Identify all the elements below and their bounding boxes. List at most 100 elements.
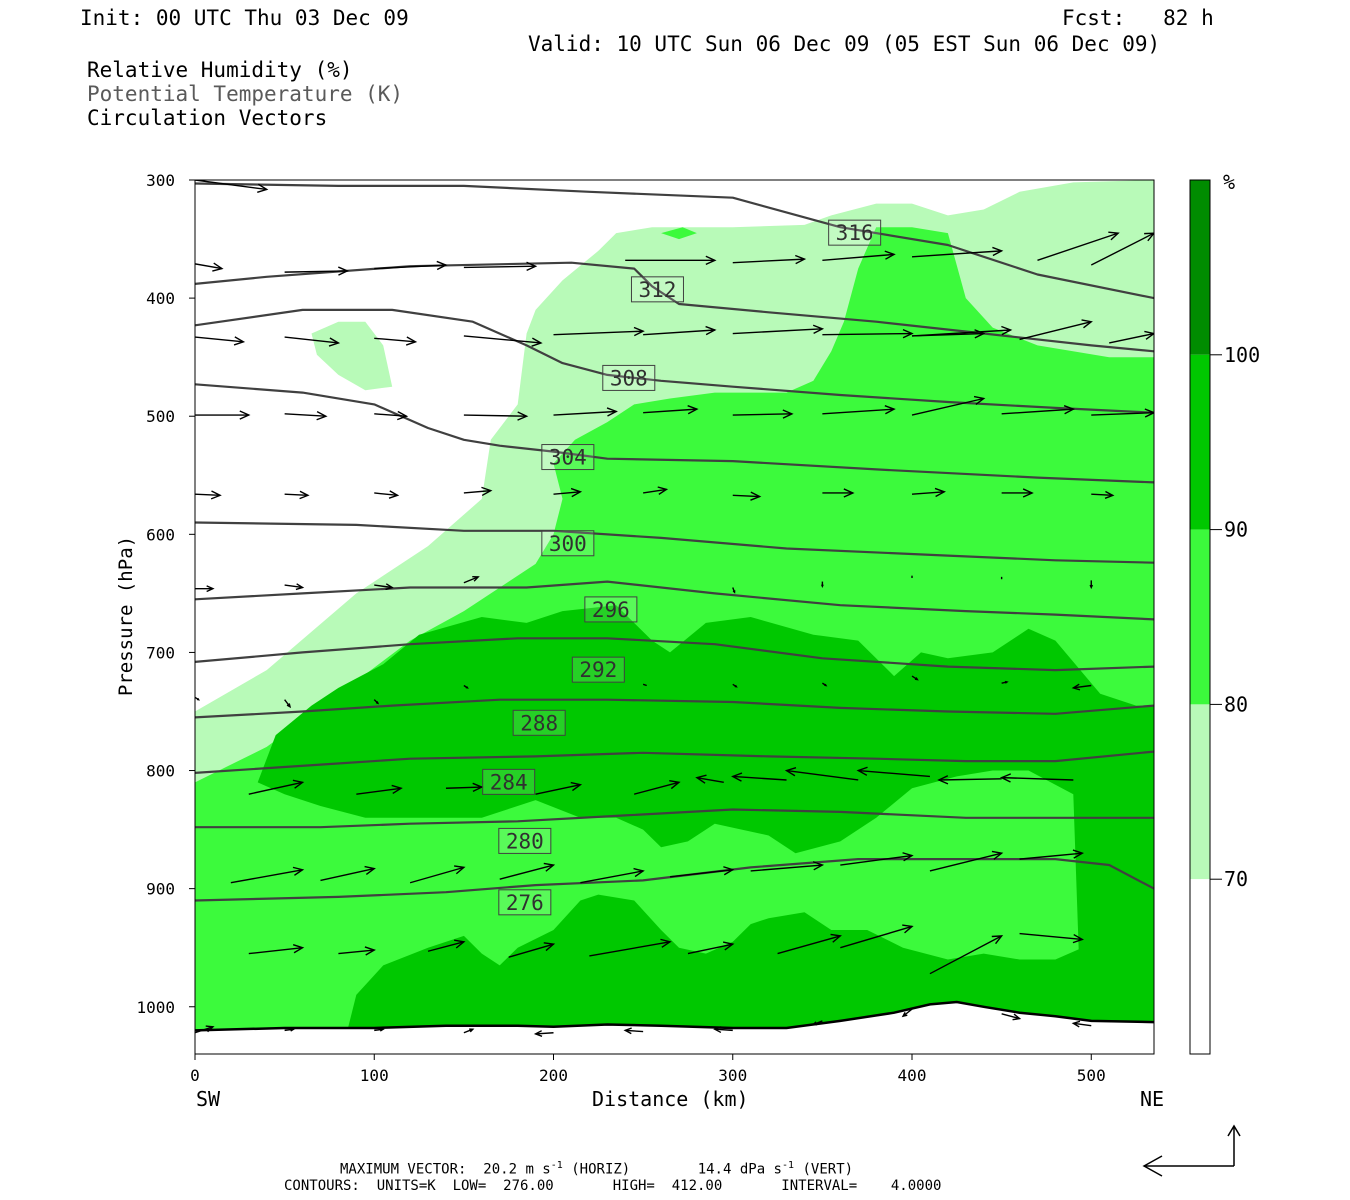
circulation-vector — [338, 946, 376, 956]
circulation-vector — [248, 943, 305, 955]
circulation-vector — [499, 862, 556, 880]
colorbar-frame — [1189, 179, 1211, 1055]
x-tick-label: 500 — [1077, 1066, 1106, 1085]
circulation-vector — [822, 250, 896, 262]
circulation-vector — [840, 852, 914, 866]
axes-layer: 0 100 200 300 400 500 300 400 500 600 700 800 900 100… — [136, 171, 1105, 1085]
colorbar: 100 90 80 70% — [1189, 170, 1260, 1055]
forecast-hour: Fcst: 82 h — [1062, 6, 1214, 30]
x-tick-label: 0 — [190, 1066, 200, 1085]
circulation-vector — [373, 699, 380, 705]
circulation-vector — [195, 336, 246, 346]
circulation-vector — [463, 261, 538, 272]
contours-info: CONTOURS: UNITS=K LOW= 276.00 HIGH= 412.… — [284, 1178, 942, 1194]
theta-contour-284 — [195, 750, 1154, 774]
legend-theta: Potential Temperature (K) — [87, 82, 404, 106]
y-tick-label: 400 — [146, 289, 175, 308]
circulation-vector — [445, 782, 484, 793]
svg-text:280: 280 — [506, 829, 544, 853]
circulation-vector — [248, 779, 305, 795]
circulation-vector — [695, 774, 724, 784]
circulation-vector — [589, 938, 672, 957]
circulation-vector — [284, 1027, 296, 1032]
circulation-vector — [533, 1030, 554, 1037]
circulation-vector — [284, 411, 328, 421]
circulation-vector — [1019, 932, 1084, 944]
colorbar-unit: % — [1223, 170, 1235, 194]
circulation-vector — [320, 865, 376, 882]
colorbar-label: 80 — [1224, 692, 1248, 716]
circulation-vector — [811, 1020, 823, 1026]
circulation-vector — [911, 325, 1013, 337]
circulation-vector — [409, 865, 466, 884]
circulation-vector — [374, 410, 409, 421]
below-ground-mask — [195, 1002, 1154, 1054]
circulation-vector — [821, 682, 828, 687]
legend-rh: Relative Humidity (%) — [87, 58, 353, 82]
contour-label-288: 288 — [512, 709, 566, 736]
legend-vectors: Circulation Vectors — [87, 106, 328, 130]
circulation-vector — [687, 941, 735, 955]
circulation-vector — [822, 328, 914, 339]
circulation-vector — [374, 490, 400, 499]
circulation-vector — [1071, 1020, 1092, 1028]
svg-text:308: 308 — [610, 366, 648, 390]
horiz-units: m s — [525, 1161, 551, 1178]
circulation-vector — [732, 491, 762, 501]
horiz-exp: -1 — [550, 1160, 563, 1171]
colorbar-swatch — [1190, 704, 1210, 880]
plot-frame — [194, 179, 1155, 1055]
horiz-value: 20.2 — [483, 1161, 518, 1178]
circulation-vector — [1037, 231, 1120, 261]
contour-label-292: 292 — [571, 656, 625, 683]
circulation-vector — [643, 486, 669, 495]
x-tick-label: 400 — [898, 1066, 927, 1085]
circulation-vector — [195, 262, 224, 272]
circulation-vector — [643, 405, 699, 415]
theta-contour-300 — [195, 521, 1154, 564]
circulation-vector — [732, 409, 794, 419]
contour-label-296: 296 — [584, 596, 638, 623]
max-vector-line: MAXIMUM VECTOR: 20.2 m s-1 (HORIZ) 14.4 … — [340, 1158, 853, 1178]
circulation-vector — [463, 575, 480, 584]
circulation-vector — [1019, 319, 1093, 341]
svg-text:292: 292 — [579, 658, 617, 682]
colorbar-swatch — [1190, 879, 1210, 1054]
circulation-vector — [1109, 330, 1154, 344]
y-tick-label: 1000 — [136, 998, 175, 1017]
x-tick-label: 100 — [360, 1066, 389, 1085]
init-time: Init: 00 UTC Thu 03 Dec 09 — [80, 6, 409, 30]
contour-label-280: 280 — [498, 827, 552, 854]
y-tick-label: 600 — [146, 525, 175, 544]
circulation-vector — [195, 585, 215, 593]
y-tick-label: 900 — [146, 880, 175, 899]
colorbar-label: 100 — [1224, 343, 1260, 367]
svg-text:288: 288 — [520, 711, 558, 735]
circulation-vector — [553, 407, 618, 417]
circulation-vector — [508, 942, 556, 958]
circulation-vector — [284, 266, 350, 276]
circulation-vector — [784, 767, 859, 781]
theta-contour-296 — [195, 580, 1154, 621]
circulation-vector — [1089, 580, 1094, 590]
circulation-vector — [732, 324, 825, 335]
colorbar-swatch — [1190, 529, 1210, 705]
theta-contour-288 — [195, 698, 1154, 719]
contour-label-316: 316 — [828, 219, 882, 246]
circulation-vector — [284, 699, 292, 709]
circulation-vector — [230, 866, 305, 884]
circulation-vector — [1001, 1013, 1022, 1021]
circulation-vector — [643, 325, 717, 336]
vert-exp: -1 — [782, 1160, 795, 1171]
circulation-vector — [195, 410, 251, 420]
horiz-tag: (HORIZ) — [571, 1161, 631, 1178]
circulation-vector — [669, 866, 735, 878]
circulation-vector — [1071, 683, 1092, 691]
theta-contour-308 — [195, 308, 1154, 414]
circulation-vector — [284, 490, 310, 500]
rh-region-80-90 — [661, 227, 697, 240]
contour-label-312: 312 — [630, 276, 684, 303]
y-tick-label: 700 — [146, 643, 175, 662]
circulation-vector — [1019, 849, 1084, 860]
y-axis-title: Pressure (hPa) — [115, 535, 137, 697]
